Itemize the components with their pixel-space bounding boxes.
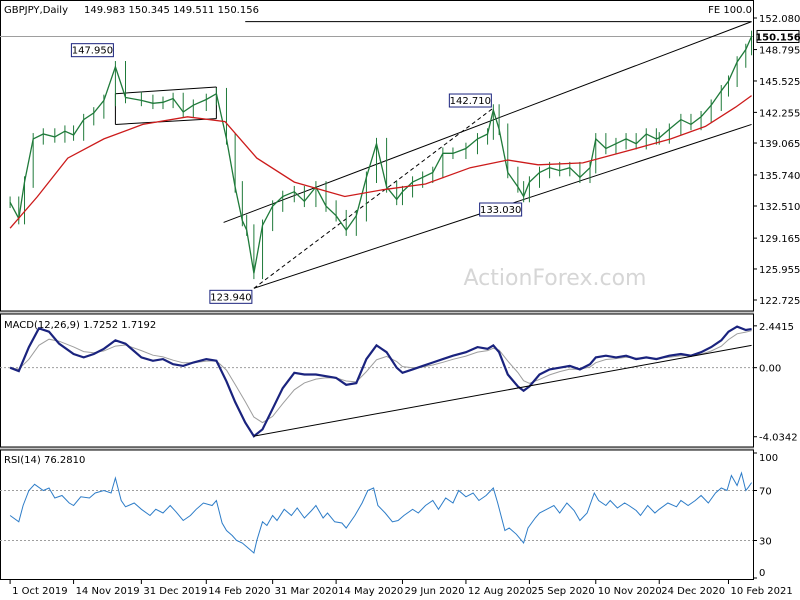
date-axis-label: 24 Dec 2020: [661, 586, 725, 597]
rsi-line: [9, 471, 753, 554]
macd-line: [9, 325, 752, 438]
fe-label: FE 100.0: [708, 5, 752, 16]
macd-label: MACD(12,26,9) 1.7252 1.7192: [4, 320, 156, 331]
annotation-label: 123.940: [210, 292, 251, 303]
date-axis-label: 14 Nov 2019: [76, 586, 140, 597]
rsi-pane: RSI(14) 76.2810: [0, 455, 753, 554]
date-axis-label: 14 May 2020: [338, 586, 403, 597]
date-axis-label: 1 Oct 2019: [12, 586, 67, 597]
price-axis-label: 148.795: [759, 46, 800, 57]
price-axis-label: 125.955: [759, 265, 800, 276]
price-axis-label: 145.525: [759, 77, 800, 88]
annotation-box: [479, 202, 523, 217]
annotation-box: [70, 43, 114, 58]
last-price-label: 150.156: [755, 32, 800, 43]
date-axis-label: 25 Sep 2020: [531, 586, 594, 597]
date-axis-label: 10 Nov 2020: [598, 586, 662, 597]
annotation-label: 133.030: [480, 205, 521, 216]
macd-pane: MACD(12,26,9) 1.7252 1.7192: [0, 320, 753, 438]
trendline-dashed-projection: [253, 107, 494, 289]
rsi-axis-label: 30: [759, 537, 772, 548]
price-axis-label: 135.740: [759, 171, 800, 182]
price-pane: 147.950 123.940 142.710 133.030: [0, 21, 753, 304]
annotation-label: 142.710: [450, 96, 491, 107]
rsi-label: RSI(14) 76.2810: [4, 455, 85, 466]
macd-trendline: [253, 344, 752, 437]
ohlc-readout: 149.983 150.345 149.511 150.156: [84, 5, 259, 16]
trendline-box-bottom: [115, 118, 217, 125]
symbol-label: GBPJPY,Daily: [4, 5, 68, 16]
trendline-channel-upper: [223, 21, 752, 223]
moving-average-line: [9, 95, 752, 229]
watermark: ActionForex.com: [464, 266, 647, 291]
price-axis-label: 129.165: [759, 234, 800, 245]
annotation-box: [209, 289, 253, 304]
annotation-label: 147.950: [72, 46, 113, 57]
price-axis-label: 132.510: [759, 202, 800, 213]
rsi-axis-label: 70: [759, 487, 772, 498]
pane-separator-rsi: [0, 447, 754, 450]
rsi-axis-label: 100: [759, 453, 778, 464]
date-axis-label: 12 Aug 2020: [468, 586, 532, 597]
macd-axis-label: 0.00: [759, 364, 781, 375]
date-axis-label: 14 Feb 2020: [208, 586, 270, 597]
price-axis-label: 152.080: [759, 14, 800, 25]
trendline-box-top: [115, 86, 217, 95]
date-axis-label: 31 Dec 2019: [143, 586, 207, 597]
pane-separator-macd: [0, 311, 754, 314]
price-axis-label: 122.725: [759, 296, 800, 307]
date-axis-label: 31 Mar 2020: [275, 586, 338, 597]
date-axis-label: 29 Jun 2020: [404, 586, 464, 597]
date-axis-label: 10 Feb 2021: [730, 586, 792, 597]
annotation-box: [448, 93, 492, 108]
macd-axis-label: -4.0342: [759, 433, 798, 444]
price-axis-label: 139.065: [759, 139, 800, 150]
price-axis-label: 142.255: [759, 108, 800, 119]
macd-axis-label: 2.4415: [759, 322, 794, 333]
rsi-axis-label: 0: [759, 568, 765, 579]
axes: 152.080 148.795 145.525 142.255 139.065 135.7…: [9, 14, 800, 597]
last-price-marker: [756, 29, 800, 43]
